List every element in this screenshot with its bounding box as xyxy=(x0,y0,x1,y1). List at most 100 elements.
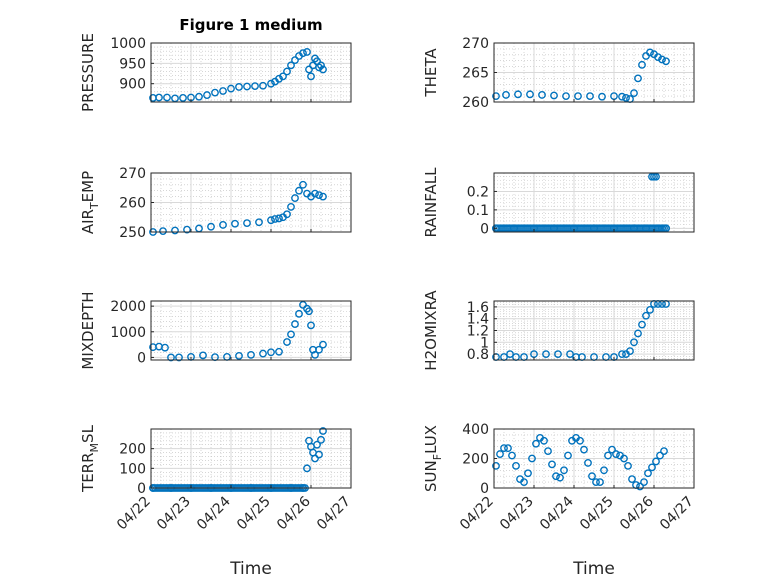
data-point xyxy=(632,481,640,489)
data-point xyxy=(319,192,327,201)
data-point xyxy=(562,92,570,101)
data-point xyxy=(315,345,323,354)
data-point xyxy=(556,473,564,482)
data-point xyxy=(492,92,500,101)
x-tick-label: 04/22 xyxy=(114,494,154,534)
y-tick-label: 1 xyxy=(480,335,489,351)
data-point xyxy=(319,65,327,74)
data-point xyxy=(626,347,634,356)
subplot-1: 260 265 270 THETA xyxy=(422,36,695,111)
data-point xyxy=(235,83,243,91)
data-point xyxy=(167,353,175,362)
data-point xyxy=(219,221,227,229)
data-point xyxy=(275,347,283,356)
data-point xyxy=(600,466,608,475)
data-point xyxy=(584,459,592,467)
data-point xyxy=(291,194,299,202)
data-point xyxy=(231,219,239,228)
data-point xyxy=(271,215,279,223)
y-tick-label: 100 xyxy=(119,461,146,477)
subplot-0: 900 950 1000 PRESSURE xyxy=(79,33,352,112)
data-point xyxy=(267,348,275,357)
data-point xyxy=(287,330,295,339)
y-tick-label: 270 xyxy=(462,36,489,52)
data-point xyxy=(161,343,169,352)
y-tick-label: 1000 xyxy=(110,325,146,341)
x-tick-label: 04/26 xyxy=(274,493,314,533)
data-point xyxy=(315,450,323,459)
data-point xyxy=(544,447,552,456)
figure-title: Figure 1 medium xyxy=(179,16,322,34)
data-point xyxy=(564,451,572,460)
data-point xyxy=(648,463,656,472)
data-point xyxy=(658,55,666,64)
data-point xyxy=(588,472,596,481)
data-point xyxy=(590,353,598,361)
y-tick-label: 1.2 xyxy=(467,324,489,340)
data-point xyxy=(514,90,522,99)
data-point xyxy=(638,320,646,329)
y-tick-label: 950 xyxy=(119,56,146,72)
axes-frame xyxy=(150,428,352,489)
x-tick-label: 04/24 xyxy=(537,493,577,533)
x-tick-label: 04/26 xyxy=(617,493,657,533)
data-point xyxy=(291,56,299,64)
data-point xyxy=(171,226,179,235)
data-point xyxy=(223,353,231,361)
y-axis-label-part: EMP xyxy=(79,171,97,202)
y-tick-label: 900 xyxy=(119,77,146,93)
data-point xyxy=(550,91,558,100)
data-point xyxy=(636,482,644,491)
data-point xyxy=(538,91,546,99)
data-point xyxy=(524,469,532,478)
data-point xyxy=(638,60,646,69)
y-axis-label: SUNFLUX xyxy=(422,425,444,492)
data-point xyxy=(586,92,594,101)
data-point xyxy=(155,93,163,102)
y-tick-label: 0 xyxy=(480,481,489,497)
y-tick-label: 0 xyxy=(137,350,146,366)
data-point xyxy=(219,87,227,95)
data-point xyxy=(279,72,287,81)
data-point xyxy=(199,351,207,360)
data-point xyxy=(299,300,307,309)
axes-frame xyxy=(150,42,352,103)
data-point xyxy=(630,89,638,98)
y-axis-label-sub: M xyxy=(88,443,101,453)
data-point xyxy=(179,94,187,102)
data-point xyxy=(291,320,299,328)
y-tick-label: 250 xyxy=(119,225,146,241)
data-point xyxy=(500,444,508,453)
data-point xyxy=(620,454,628,463)
data-point xyxy=(526,90,534,99)
data-point xyxy=(646,48,654,57)
x-tick-label: 04/27 xyxy=(657,494,697,534)
data-point xyxy=(283,210,291,219)
y-tick-label: 0.8 xyxy=(467,347,489,363)
y-tick-label: 200 xyxy=(462,452,489,468)
y-tick-label: 1.6 xyxy=(467,300,489,316)
data-point xyxy=(319,427,327,435)
data-point xyxy=(640,478,648,486)
data-point xyxy=(502,91,510,99)
data-point xyxy=(307,72,315,81)
x-axis-label-right: Time xyxy=(572,559,615,579)
data-point xyxy=(259,81,267,90)
data-point xyxy=(283,67,291,76)
data-point xyxy=(175,353,183,362)
y-axis-label: TERRMSL xyxy=(79,424,101,493)
y-axis-label-part: SUN xyxy=(422,460,440,492)
data-point xyxy=(598,92,606,101)
data-point xyxy=(634,74,642,83)
y-tick-label: 1.4 xyxy=(467,312,489,328)
y-axis-label-sub: T xyxy=(88,202,101,210)
data-point xyxy=(287,61,295,70)
data-point xyxy=(628,475,636,484)
data-point xyxy=(618,350,626,358)
y-axis-label: MIXDEPTH xyxy=(79,291,97,369)
subplot-5: 0.811.21.41.6 H2OMIXRA xyxy=(422,290,695,371)
data-point xyxy=(618,92,626,101)
y-tick-label: 265 xyxy=(462,66,489,82)
data-point xyxy=(532,439,540,448)
